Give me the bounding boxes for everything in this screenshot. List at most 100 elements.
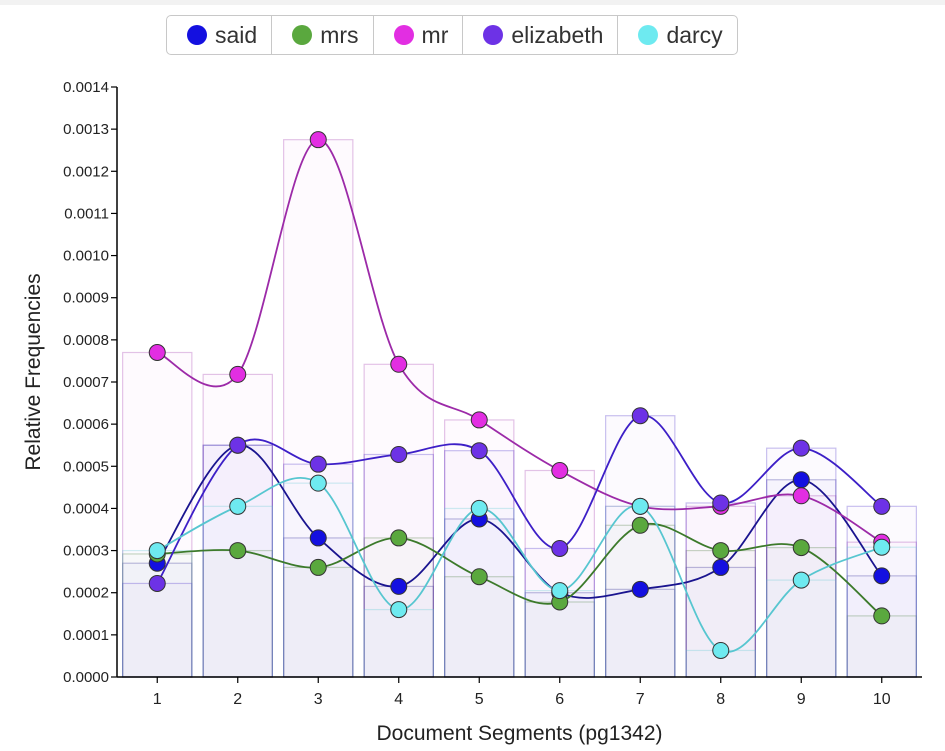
y-tick-label: 0.0012 xyxy=(63,163,109,180)
bar-darcy-4 xyxy=(363,608,434,678)
y-tick-label: 0.0005 xyxy=(63,458,109,475)
x-tick-label: 9 xyxy=(797,691,806,708)
chart-legend: said mrs mr elizabeth darcy xyxy=(166,15,738,55)
point-said-4[interactable] xyxy=(390,577,408,595)
point-mr-9[interactable] xyxy=(792,487,810,505)
point-said-7[interactable] xyxy=(631,580,649,598)
series-points xyxy=(148,131,891,659)
point-mrs-9[interactable] xyxy=(792,539,810,557)
y-tick-label: 0.0006 xyxy=(63,416,109,433)
point-darcy-3[interactable] xyxy=(309,474,327,492)
point-elizabeth-3[interactable] xyxy=(309,455,327,473)
legend-label-darcy: darcy xyxy=(666,21,723,48)
point-darcy-2[interactable] xyxy=(229,497,247,515)
point-mr-2[interactable] xyxy=(229,365,247,383)
x-axis-ticks: 1 2 3 4 5 6 7 8 9 10 xyxy=(153,677,891,708)
line-darcy xyxy=(156,477,883,653)
y-tick-label: 0.0013 xyxy=(63,121,109,138)
bar-darcy-9 xyxy=(766,579,837,678)
point-elizabeth-6[interactable] xyxy=(551,539,569,557)
legend-item-mr[interactable]: mr xyxy=(372,16,463,54)
line-elizabeth xyxy=(156,414,883,584)
point-elizabeth-5[interactable] xyxy=(470,442,488,460)
x-tick-label: 10 xyxy=(873,691,891,708)
point-mr-3[interactable] xyxy=(309,131,327,149)
line-said xyxy=(156,444,883,599)
point-mrs-4[interactable] xyxy=(390,529,408,547)
point-said-9[interactable] xyxy=(792,471,810,489)
y-tick-label: 0.0000 xyxy=(63,669,109,686)
point-mrs-5[interactable] xyxy=(470,568,488,586)
point-darcy-7[interactable] xyxy=(631,497,649,515)
point-darcy-6[interactable] xyxy=(551,582,569,600)
point-said-8[interactable] xyxy=(712,558,730,576)
x-tick-label: 5 xyxy=(475,691,484,708)
legend-swatch-said xyxy=(187,25,207,45)
x-tick-label: 3 xyxy=(314,691,323,708)
y-tick-label: 0.0003 xyxy=(63,543,109,560)
axes-layer: 0.0000 0.0001 0.0002 0.0003 0.0004 0.0005 0.00… xyxy=(22,79,922,745)
legend-item-said[interactable]: said xyxy=(167,16,271,54)
point-mrs-3[interactable] xyxy=(309,558,327,576)
bar-darcy-3 xyxy=(283,482,354,678)
bar-darcy-2 xyxy=(202,505,273,678)
point-mrs-8[interactable] xyxy=(712,542,730,560)
x-tick-label: 1 xyxy=(153,691,162,708)
point-elizabeth-9[interactable] xyxy=(792,439,810,457)
y-tick-label: 0.0014 xyxy=(63,79,109,96)
y-tick-label: 0.0011 xyxy=(64,205,109,222)
legend-item-darcy[interactable]: darcy xyxy=(617,16,736,54)
point-elizabeth-8[interactable] xyxy=(712,494,730,512)
x-tick-label: 7 xyxy=(636,691,645,708)
x-tick-label: 6 xyxy=(555,691,564,708)
line-mrs xyxy=(157,522,883,617)
point-mrs-10[interactable] xyxy=(873,607,891,625)
legend-label-elizabeth: elizabeth xyxy=(511,21,604,48)
x-tick-label: 4 xyxy=(394,691,403,708)
point-mrs-2[interactable] xyxy=(229,542,247,560)
legend-label-mr: mr xyxy=(421,21,449,48)
legend-swatch-mr xyxy=(393,25,414,45)
point-darcy-10[interactable] xyxy=(873,538,891,556)
x-tick-label: 2 xyxy=(233,691,242,708)
line-mr xyxy=(156,138,883,543)
x-axis-label: Document Segments (pg1342) xyxy=(377,722,663,745)
point-mr-6[interactable] xyxy=(551,462,569,479)
point-darcy-9[interactable] xyxy=(792,571,810,589)
top-strip xyxy=(0,0,945,5)
y-tick-label: 0.0001 xyxy=(63,627,109,644)
point-mr-4[interactable] xyxy=(390,355,408,373)
point-elizabeth-4[interactable] xyxy=(390,445,408,463)
point-said-10[interactable] xyxy=(873,567,891,585)
point-darcy-8[interactable] xyxy=(712,641,730,659)
legend-label-said: said xyxy=(215,21,258,48)
legend-swatch-mrs xyxy=(292,25,313,45)
y-tick-label: 0.0007 xyxy=(63,374,109,391)
y-tick-label: 0.0002 xyxy=(63,585,109,602)
point-mr-1[interactable] xyxy=(148,344,166,361)
legend-label-mrs: mrs xyxy=(320,21,359,48)
y-axis-label: Relative Frequencies xyxy=(22,273,45,470)
point-elizabeth-10[interactable] xyxy=(873,497,891,515)
point-darcy-5[interactable] xyxy=(470,499,488,517)
point-mrs-7[interactable] xyxy=(631,516,649,534)
legend-item-elizabeth[interactable]: elizabeth xyxy=(462,16,617,54)
point-darcy-1[interactable] xyxy=(148,542,166,560)
point-darcy-4[interactable] xyxy=(390,601,408,619)
y-tick-label: 0.0004 xyxy=(63,500,109,517)
point-elizabeth-1[interactable] xyxy=(148,574,166,592)
legend-swatch-darcy xyxy=(638,25,659,45)
y-axis-ticks: 0.0000 0.0001 0.0002 0.0003 0.0004 0.0005 0.00… xyxy=(63,79,117,686)
point-mr-5[interactable] xyxy=(470,411,488,429)
point-elizabeth-2[interactable] xyxy=(229,436,247,454)
legend-item-mrs[interactable]: mrs xyxy=(271,16,372,54)
point-elizabeth-7[interactable] xyxy=(631,407,649,425)
y-tick-label: 0.0009 xyxy=(63,290,109,307)
y-tick-label: 0.0008 xyxy=(63,332,109,349)
x-tick-label: 8 xyxy=(716,691,725,708)
series-lines xyxy=(156,138,883,653)
legend-swatch-elizabeth xyxy=(483,25,504,45)
point-said-3[interactable] xyxy=(309,529,327,547)
y-tick-label: 0.0010 xyxy=(63,248,109,265)
